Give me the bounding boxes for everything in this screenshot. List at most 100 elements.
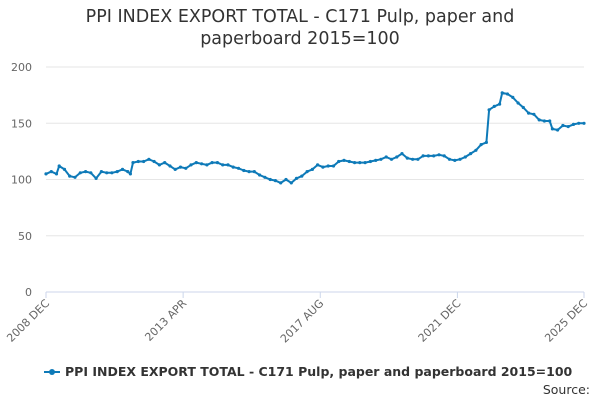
chart-title: PPI INDEX EXPORT TOTAL - C171 Pulp, pape… [0,6,600,50]
data-point [289,181,293,185]
x-tick-label: 2021 DEC [416,297,464,345]
legend[interactable]: PPI INDEX EXPORT TOTAL - C171 Pulp, pape… [44,364,572,379]
data-point [527,111,531,115]
data-point [342,158,346,162]
data-point [310,167,314,171]
data-point [120,167,125,171]
data-point [447,157,452,161]
data-point [94,176,98,180]
data-point [157,163,161,167]
data-point [577,121,581,125]
data-point [556,128,560,132]
y-tick-label: 50 [18,230,32,243]
data-point [363,161,367,165]
data-point [62,167,67,171]
data-point [505,92,510,96]
data-point [347,159,351,164]
data-point [374,158,378,162]
data-point [487,108,491,112]
source-credit: Source: [542,382,590,397]
data-point [337,159,341,164]
data-point [521,105,525,110]
legend-label: PPI INDEX EXPORT TOTAL - C171 Pulp, pape… [65,364,573,379]
data-point [252,170,256,174]
data-point [321,165,325,169]
data-point [389,157,394,161]
data-point [226,163,230,167]
data-point [131,161,135,165]
data-point [384,155,388,159]
data-point [73,175,77,179]
data-point [152,159,156,164]
data-point [542,119,547,123]
data-point [571,122,576,126]
data-point [511,95,515,99]
data-point [247,170,251,174]
data-point [205,163,209,167]
data-point [437,153,441,157]
data-point [215,161,219,165]
data-point [200,162,204,166]
data-point [421,154,425,158]
data-point [273,179,277,183]
data-point [358,161,362,165]
data-point [236,166,241,170]
data-point [99,170,103,174]
data-point [231,165,235,169]
data-point [379,157,383,161]
data-point [147,157,151,161]
data-point [84,170,88,174]
data-point [110,171,114,175]
data-point [54,172,59,176]
data-point [405,156,409,160]
data-point [89,171,93,175]
data-point [57,164,61,168]
data-point [210,161,214,165]
data-point [479,143,483,147]
data-point [516,101,520,105]
x-tick-label: 2008 DEC [4,297,52,345]
data-point [331,164,336,168]
data-point [316,163,320,167]
data-point [194,161,198,165]
data-point [492,104,496,108]
data-point [136,159,140,164]
data-point [263,175,267,179]
data-point [184,166,188,170]
data-point [566,125,570,129]
data-point [142,159,146,164]
data-point [268,177,272,182]
data-point [561,123,565,128]
data-point [453,158,457,162]
data-point [458,157,462,161]
data-point [548,119,552,123]
chart-title-line-2: paperboard 2015=100 [200,29,400,49]
data-point [498,102,502,106]
data-point [469,152,473,156]
data-point [411,157,415,161]
data-point [173,167,177,171]
data-point [426,154,430,158]
data-point [126,170,130,174]
data-point [353,161,357,165]
data-point [78,171,82,175]
y-tick-label: 150 [11,117,32,130]
data-point [105,171,109,175]
data-point [44,172,48,176]
data-point [279,181,283,185]
data-point [432,154,436,158]
data-point [300,174,304,178]
data-point [550,127,555,131]
data-point [484,140,488,144]
data-point [400,152,404,156]
data-point [68,174,72,178]
data-point [49,170,53,174]
data-point [368,159,372,164]
data-point [294,176,299,180]
data-point [189,163,193,167]
data-point [474,148,478,152]
data-point [168,164,172,168]
x-tick-label: 2017 AUG [278,297,327,346]
x-tick-label: 2025 DEC [542,297,590,345]
